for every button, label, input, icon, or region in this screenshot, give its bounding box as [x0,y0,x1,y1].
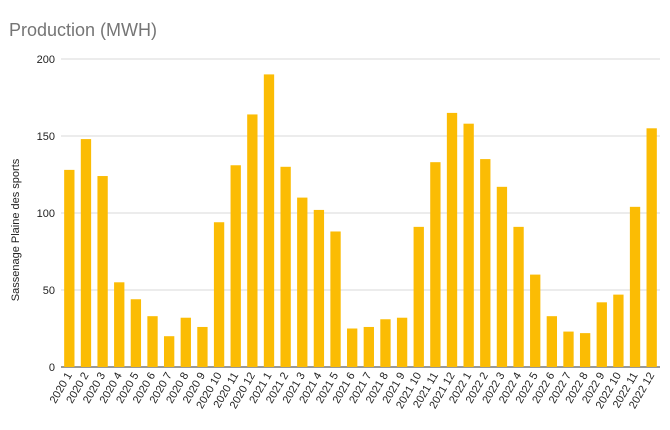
bar [596,302,607,367]
y-axis-tick-labels: 0 50 100 150 200 [37,54,55,374]
bar [347,328,358,367]
bar [480,159,491,367]
bar [114,282,125,367]
bar [130,299,142,367]
bar [230,165,241,367]
bar [646,128,657,367]
y-axis-title: Sassenage Plaine des sports [10,158,22,301]
bar [247,114,258,367]
bar [363,326,374,367]
bar [297,197,308,367]
bar [496,186,508,367]
bar [413,226,424,367]
bar [180,317,191,367]
y-tick-label: 150 [37,131,55,143]
bar [629,206,641,367]
gridlines [61,58,660,368]
bar [97,176,108,367]
bar [263,74,275,368]
bar [430,162,441,367]
bar [80,139,92,367]
y-tick-label: 200 [37,54,55,66]
bar [579,333,591,367]
bar [163,336,175,367]
bars [64,74,657,368]
bar [197,326,208,367]
y-tick-label: 0 [49,362,55,374]
bar [546,316,558,367]
bar [313,209,325,367]
bar [213,222,225,367]
bar [513,226,524,367]
y-tick-label: 100 [37,208,55,220]
bar [147,316,158,367]
y-tick-label: 50 [43,285,55,297]
bar [64,169,75,367]
bar [280,166,291,367]
bar [463,123,474,368]
bar [613,294,624,367]
chart-title: Production (MWH) [9,20,157,40]
bar [446,112,458,368]
bar [396,317,408,367]
bar [563,331,574,367]
bar [330,231,341,367]
bar [380,319,391,367]
bar [530,274,541,367]
